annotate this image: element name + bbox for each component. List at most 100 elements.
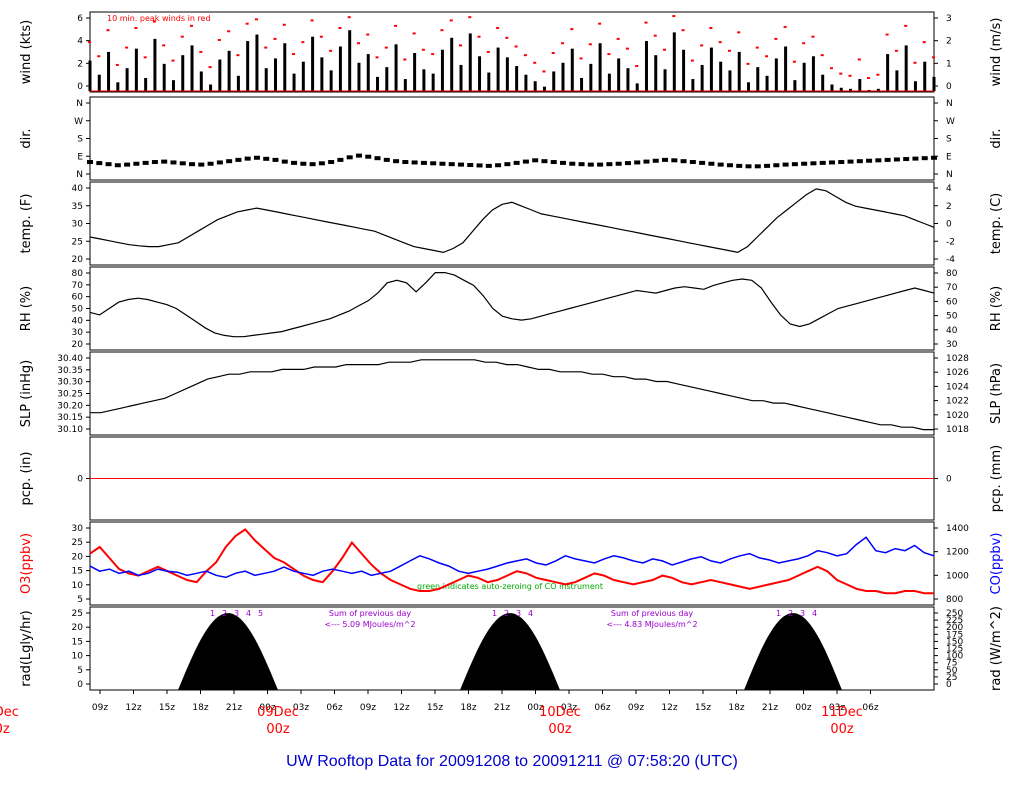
xtick-label: 06z <box>594 703 610 713</box>
dir-point <box>606 162 613 167</box>
xtick-label: 18z <box>192 703 208 713</box>
peak-wind-mark <box>134 27 138 30</box>
peak-wind-mark <box>329 49 333 52</box>
peak-wind-mark <box>690 59 694 62</box>
dir-point <box>105 162 112 167</box>
dir-point <box>717 162 724 167</box>
dir-point <box>244 156 251 161</box>
dir-point <box>699 160 706 165</box>
panel-frame <box>89 96 935 181</box>
ytick-label-left: 30 <box>72 524 84 534</box>
ytick-label-right: 1024 <box>946 382 969 392</box>
ytick-label-left: 30.10 <box>57 425 83 435</box>
ytick-label-right: 1018 <box>946 425 969 435</box>
ytick-label-left: 30.20 <box>57 401 83 411</box>
peak-wind-mark <box>338 27 342 30</box>
rh-line <box>89 272 935 338</box>
dir-point <box>652 158 659 163</box>
peak-wind-mark <box>227 30 231 33</box>
ytick-label-right: 1 <box>946 59 952 69</box>
ytick-label-left: 40 <box>72 316 84 326</box>
ytick-label-right: 50 <box>946 666 958 676</box>
peak-wind-mark <box>449 19 453 22</box>
dir-point <box>550 160 557 165</box>
ytick-label-left: 30.35 <box>57 366 83 376</box>
ytick-label-right: 40 <box>946 326 958 336</box>
ylabel-right: pcp. (mm) <box>989 445 1004 512</box>
peak-wind-mark <box>802 42 806 45</box>
ytick-label-right: S <box>946 135 952 145</box>
peak-wind-mark <box>88 41 91 44</box>
ytick-label-left: 30 <box>72 328 84 338</box>
peak-wind-mark <box>319 35 323 38</box>
peak-wind-mark <box>681 29 685 32</box>
peak-wind-mark <box>570 28 574 31</box>
peak-wind-mark <box>746 62 750 65</box>
dir-point <box>615 161 622 166</box>
ytick-label-right: 250 <box>946 609 963 619</box>
peak-wind-mark <box>848 74 852 77</box>
panel-frame <box>89 11 935 93</box>
dir-point <box>903 157 910 162</box>
peak-wind-mark <box>922 41 926 44</box>
peak-wind-mark <box>885 33 889 36</box>
dir-point <box>281 159 288 164</box>
ytick-label-right: 80 <box>946 269 958 279</box>
ytick-label-left: 30.25 <box>57 390 83 400</box>
radiation-area <box>460 613 560 690</box>
panel-frame <box>89 266 935 351</box>
peak-wind-mark <box>477 35 481 38</box>
ytick-label-right: N <box>946 170 953 180</box>
dir-point <box>151 160 158 165</box>
peak-marker: 3 <box>800 609 805 618</box>
peak-wind-mark <box>347 16 351 19</box>
dir-point <box>597 162 604 167</box>
dir-point <box>736 163 743 168</box>
ytick-label-left: 2 <box>77 59 83 69</box>
xtick-label: 15z <box>427 703 443 713</box>
peak-wind-mark <box>236 54 240 57</box>
ylabel-left: RH (%) <box>19 286 34 331</box>
ytick-label-right: 800 <box>946 595 963 605</box>
peak-wind-mark <box>523 54 527 57</box>
dir-point <box>161 159 168 164</box>
ytick-label-left: W <box>74 117 83 127</box>
peak-wind-mark <box>598 22 602 25</box>
dir-point <box>587 162 594 167</box>
ytick-label-left: 15 <box>72 567 83 577</box>
panel-rad: rad(Lgly/hr) rad (W/m^2)05101520250255075… <box>19 606 1004 691</box>
peak-wind-mark <box>301 41 305 44</box>
date-label: 09Dec <box>257 705 299 720</box>
dir-point <box>782 162 789 167</box>
ytick-label-left: 0 <box>77 680 83 690</box>
peak-wind-mark <box>254 18 258 21</box>
peak-marker: 3 <box>234 609 239 618</box>
ytick-label-left: 60 <box>72 293 84 303</box>
dir-point <box>346 155 353 160</box>
ytick-label-left: 40 <box>72 184 84 194</box>
dir-point <box>884 157 891 162</box>
dir-point <box>216 160 223 165</box>
dir-point <box>291 160 298 165</box>
ytick-label-left: 0 <box>77 82 83 92</box>
dir-point <box>207 161 214 166</box>
ytick-label-left: N <box>76 99 83 109</box>
ytick-label-right: 0 <box>946 680 952 690</box>
peak-wind-mark <box>282 23 286 26</box>
ytick-label-right: 1200 <box>946 548 969 558</box>
footer-title: UW Rooftop Data for 20091208 to 20091211… <box>286 753 738 770</box>
dir-point <box>337 157 344 162</box>
dir-point <box>124 162 131 167</box>
dir-point <box>402 160 409 165</box>
ylabel-left: rad(Lgly/hr) <box>19 610 34 686</box>
peak-wind-mark <box>143 56 147 59</box>
dir-point <box>198 162 205 167</box>
peak-wind-mark <box>245 22 249 25</box>
date-label: 11Dec <box>821 705 863 720</box>
xtick-label: 00z <box>259 703 275 713</box>
peak-wind-mark <box>765 55 769 58</box>
peak-wind-mark <box>310 19 314 22</box>
xtick-label: 18z <box>728 703 744 713</box>
